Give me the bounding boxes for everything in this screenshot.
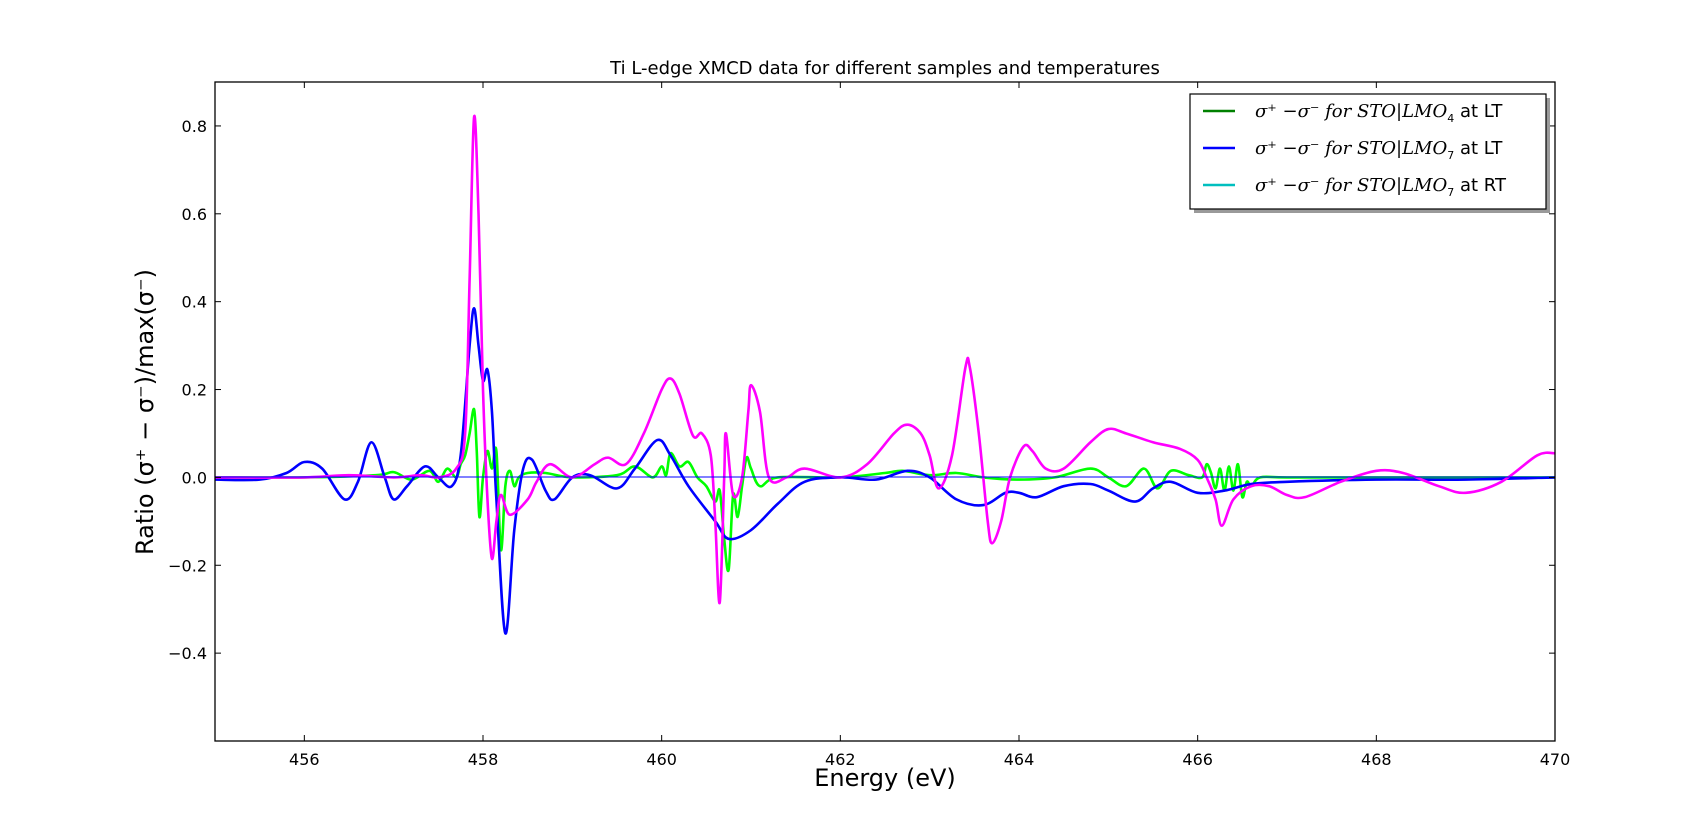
x-tick-label: 462	[825, 750, 856, 769]
y-tick-label: −0.4	[168, 644, 207, 663]
chart-title: Ti L-edge XMCD data for different sample…	[609, 58, 1160, 79]
y-tick-label: 0.4	[182, 293, 207, 312]
y-tick-label: 0.2	[182, 381, 207, 400]
legend: σ⁺ −σ⁻ for STO|LMO4 at LT σ⁺ −σ⁻ for STO|…	[1189, 93, 1550, 213]
x-tick-label: 470	[1540, 750, 1571, 769]
legend-label-2: σ⁺ −σ⁻ for STO|LMO7 at LT	[1255, 138, 1503, 162]
legend-label-1: σ⁺ −σ⁻ for STO|LMO4 at LT	[1255, 101, 1503, 125]
x-tick-label: 460	[646, 750, 677, 769]
series-line-1	[215, 407, 1555, 573]
x-tick-label: 468	[1361, 750, 1392, 769]
x-tick-label: 464	[1004, 750, 1035, 769]
y-tick-label: 0.0	[182, 468, 207, 487]
legend-label-3: σ⁺ −σ⁻ for STO|LMO7 at RT	[1255, 175, 1507, 199]
x-axis-label: Energy (eV)	[814, 764, 956, 792]
y-tick-label: 0.8	[182, 117, 207, 136]
x-tick-label: 466	[1182, 750, 1213, 769]
y-tick-label: 0.6	[182, 205, 207, 224]
legend-box	[1189, 93, 1547, 210]
ticks-layer: 456 458 460 462 464 466 468 470 −0.4 −0.2 0.0 0.2 0.…	[168, 82, 1570, 769]
plot-frame	[214, 81, 1556, 742]
x-tick-label: 456	[289, 750, 320, 769]
y-tick-label: −0.2	[168, 556, 207, 575]
x-tick-label: 458	[468, 750, 499, 769]
legend-items: σ⁺ −σ⁻ for STO|LMO4 at LT σ⁺ −σ⁻ for STO|…	[1203, 101, 1507, 199]
y-axis-label: Ratio (σ⁺ − σ⁻)/max(σ⁻)	[131, 269, 159, 555]
